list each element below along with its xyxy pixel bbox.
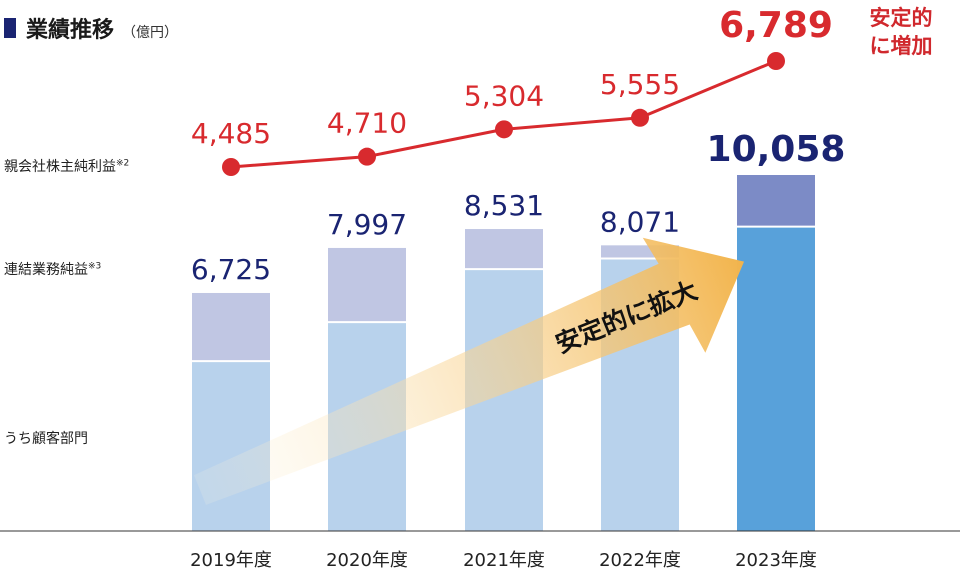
net-income-point — [631, 108, 649, 127]
bar-lower-2023年度 — [737, 226, 815, 532]
net-income-point — [222, 158, 240, 176]
growth-arrow-shape — [194, 237, 745, 505]
net-income-label: 4,710 — [327, 107, 407, 140]
bar-upper-2023年度 — [737, 175, 815, 227]
net-income-line — [230, 59, 777, 169]
label-business-profit: 連結業務純益※3 — [4, 261, 102, 278]
net-income-label: 4,485 — [191, 117, 271, 150]
net-income-label: 5,304 — [464, 79, 544, 112]
bar-total-label: 7,997 — [327, 208, 407, 241]
bar-total-label: 10,058 — [707, 129, 846, 170]
bar-upper-2020年度 — [328, 247, 406, 323]
bar-upper-2021年度 — [465, 229, 543, 270]
bar-lower-2019年度 — [192, 361, 270, 531]
x-tick-label: 2019年度 — [190, 550, 272, 571]
bar-upper-2019年度 — [192, 292, 270, 362]
label-customer-segment: うち顧客部門 — [4, 431, 88, 447]
bar-total-label: 6,725 — [191, 253, 271, 286]
net-income-point — [495, 120, 513, 139]
net-income-label: 6,789 — [719, 5, 833, 46]
callout-line-1: 安定的 — [869, 6, 933, 30]
bar-total-label: 8,531 — [464, 189, 544, 222]
callout-line-2: に増加 — [869, 34, 933, 58]
chart-title: 業績推移 — [26, 18, 115, 43]
net-income-point — [358, 147, 376, 166]
label-net-income: 親会社株主純利益※2 — [4, 158, 130, 175]
net-income-point — [767, 52, 785, 70]
callout-stable-increase: 安定的 に増加 — [848, 4, 954, 60]
x-tick-label: 2020年度 — [326, 550, 408, 571]
chart-unit: （億円） — [122, 25, 179, 41]
bar-total-label: 8,071 — [600, 205, 680, 238]
title-marker — [4, 18, 16, 38]
x-tick-label: 2023年度 — [735, 550, 817, 571]
x-tick-label: 2022年度 — [599, 550, 681, 571]
x-tick-label: 2021年度 — [463, 550, 545, 571]
net-income-label: 5,555 — [600, 68, 680, 101]
chart-title-block: 業績推移 （億円） — [4, 12, 178, 44]
